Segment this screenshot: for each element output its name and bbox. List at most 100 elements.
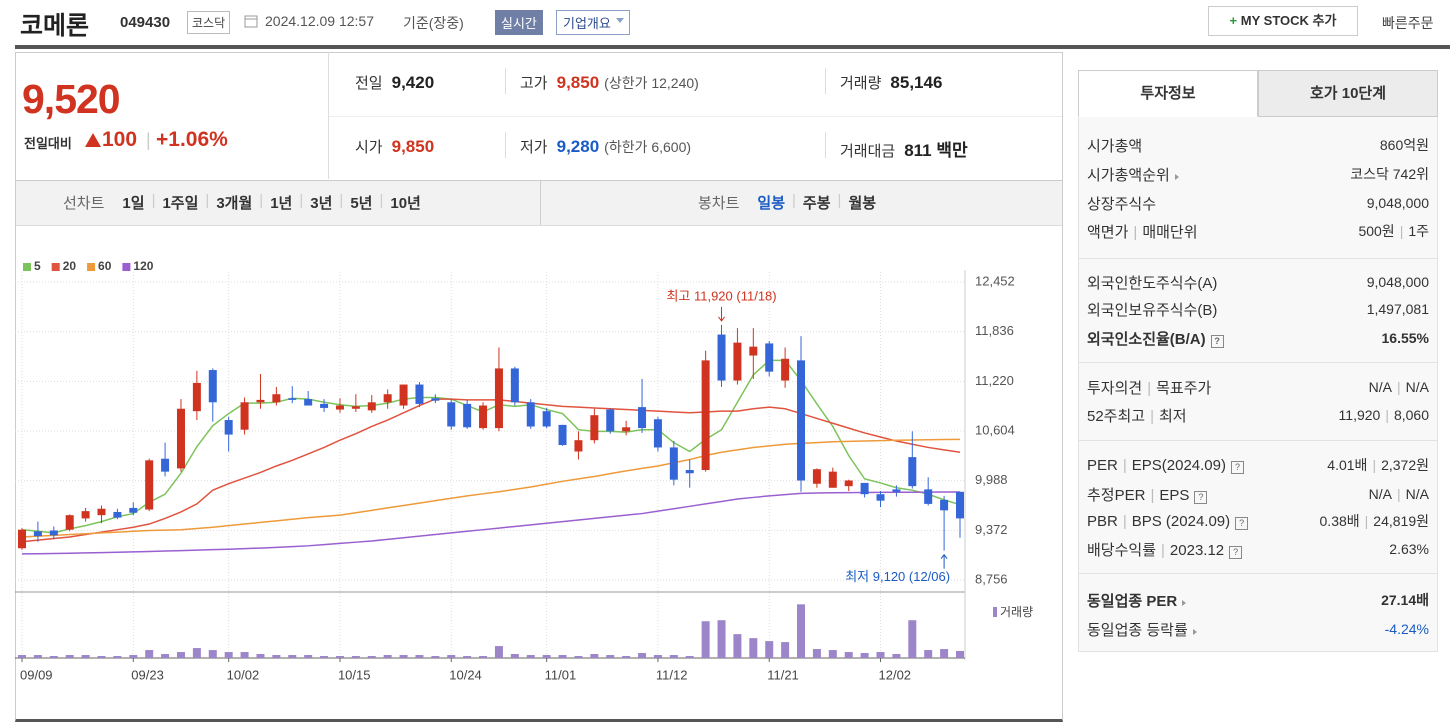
divider	[825, 132, 826, 158]
stat-label: 거래량	[840, 75, 882, 92]
period-tab[interactable]: 5년	[350, 195, 373, 212]
volume-bar	[256, 654, 265, 658]
volume-bar	[81, 655, 90, 658]
volume-bar	[320, 656, 329, 658]
separator: |	[1397, 379, 1401, 395]
candle-body	[797, 360, 806, 481]
candle-body	[542, 411, 551, 427]
volume-bar	[956, 650, 964, 658]
value-part: N/A	[1405, 379, 1429, 395]
stat-note: (하한가 6,600)	[604, 139, 692, 155]
help-icon[interactable]: ?	[1235, 516, 1249, 530]
value-part: 2,372원	[1381, 457, 1429, 473]
volume-bar	[176, 652, 185, 658]
divider	[505, 132, 506, 158]
value-part: 1주	[1408, 223, 1429, 239]
period-tab[interactable]: 1년	[270, 195, 293, 212]
legend-label: 20	[63, 259, 77, 273]
up-triangle	[85, 133, 101, 147]
volume-bar	[590, 654, 599, 658]
info-label: 동일업종 PER	[1087, 590, 1187, 611]
info-value: 27.14배	[1381, 590, 1429, 610]
candle-body	[924, 489, 933, 504]
period-tab[interactable]: 3개월	[216, 195, 253, 212]
help-icon[interactable]: ?	[1230, 460, 1244, 474]
stat-value: 9,280	[556, 137, 600, 156]
candle-body	[113, 511, 122, 518]
candle-body	[638, 407, 647, 429]
stock-name: 코메론	[20, 12, 90, 40]
info-row: PBR | BPS (2024.09)? 0.38배 | 24,819원	[1087, 509, 1429, 533]
value-part: 27.14배	[1381, 592, 1429, 608]
candle-body	[940, 499, 949, 511]
value-part: 860억원	[1379, 137, 1429, 153]
info-label: PBR | BPS (2024.09)?	[1087, 512, 1249, 530]
candle-body	[463, 403, 472, 428]
period-tab[interactable]: 1일	[122, 195, 145, 212]
info-row: 시가총액 860억원	[1087, 133, 1429, 157]
legend-label: 5	[34, 259, 41, 273]
help-icon[interactable]: ?	[1229, 545, 1243, 559]
period-tab[interactable]: 3년	[310, 195, 333, 212]
tab-group-label: 선차트	[63, 195, 105, 212]
period-tab[interactable]: 주봉	[802, 195, 831, 212]
separator: |	[146, 130, 151, 150]
candle-body	[383, 394, 392, 403]
period-tab[interactable]: 일봉	[757, 195, 786, 212]
x-tick-label: 11/12	[656, 667, 688, 682]
candle-body	[622, 427, 631, 432]
stat-label: 시가	[355, 139, 383, 156]
info-panel	[1078, 70, 1438, 652]
help-icon[interactable]: ?	[1210, 334, 1224, 348]
x-tick-label: 09/09	[20, 667, 53, 682]
value-part: 0.38배	[1319, 513, 1360, 529]
info-row: 외국인소진율(B/A)? 16.55%	[1087, 326, 1429, 350]
volume-bar	[765, 641, 774, 658]
more-icon[interactable]	[1192, 628, 1197, 635]
info-row: 외국인보유주식수(B) 1,497,081	[1087, 297, 1429, 321]
info-tab[interactable]: 투자정보	[1078, 70, 1258, 117]
ma-line	[21, 438, 961, 538]
candle-body	[860, 482, 869, 495]
stat: 시가 9,850	[355, 136, 434, 157]
volume-bar	[18, 655, 26, 658]
label-part: EPS(2024.09)	[1131, 456, 1226, 474]
chart: 12,452 11,836 11,220 10,604 9,988 9,372 8,756 0…	[15, 259, 1033, 682]
candle-body	[526, 402, 535, 427]
info-tab[interactable]: 호가 10단계	[1258, 70, 1438, 117]
realtime-badge[interactable]: 실시간	[495, 10, 543, 35]
volume-bar	[383, 655, 392, 658]
period-tab[interactable]: 1주일	[162, 195, 199, 212]
period-tab[interactable]: 월봉	[848, 195, 877, 212]
volume-bar	[876, 652, 885, 658]
volume-bar	[526, 655, 535, 658]
volume-bar	[145, 650, 154, 658]
volume-bar	[797, 604, 806, 658]
volume-bar	[224, 652, 233, 658]
more-icon[interactable]	[1182, 599, 1187, 606]
volume-bar	[494, 646, 503, 658]
info-value: 9,048,000	[1367, 274, 1429, 290]
x-tick-label: 11/01	[545, 667, 577, 682]
label-part: BPS (2024.09)	[1131, 512, 1231, 530]
candle-body	[145, 460, 154, 510]
period-tab[interactable]: 10년	[390, 195, 421, 212]
value-part: 11,920	[1338, 407, 1381, 423]
stat-value: 85,146	[890, 73, 943, 92]
label-part: 52주최고	[1087, 407, 1146, 425]
volume-bar	[65, 655, 74, 658]
candle-body	[18, 529, 26, 549]
help-icon[interactable]: ?	[1194, 490, 1208, 504]
volume-bar	[129, 655, 138, 658]
candle-body	[192, 382, 201, 412]
legend-swatch	[51, 263, 60, 271]
x-tick-label: 10/24	[449, 667, 482, 682]
quick-order[interactable]: 빠른주문	[1382, 15, 1434, 31]
tab-separator: |	[151, 192, 156, 209]
volume-bar	[844, 652, 853, 658]
more-icon[interactable]	[1174, 173, 1179, 180]
company-info-button[interactable]: 기업개요	[556, 10, 630, 35]
my-stock-button[interactable]: + MY STOCK 추가	[1208, 6, 1358, 36]
candle-body	[717, 334, 726, 381]
candle-body	[701, 360, 710, 471]
